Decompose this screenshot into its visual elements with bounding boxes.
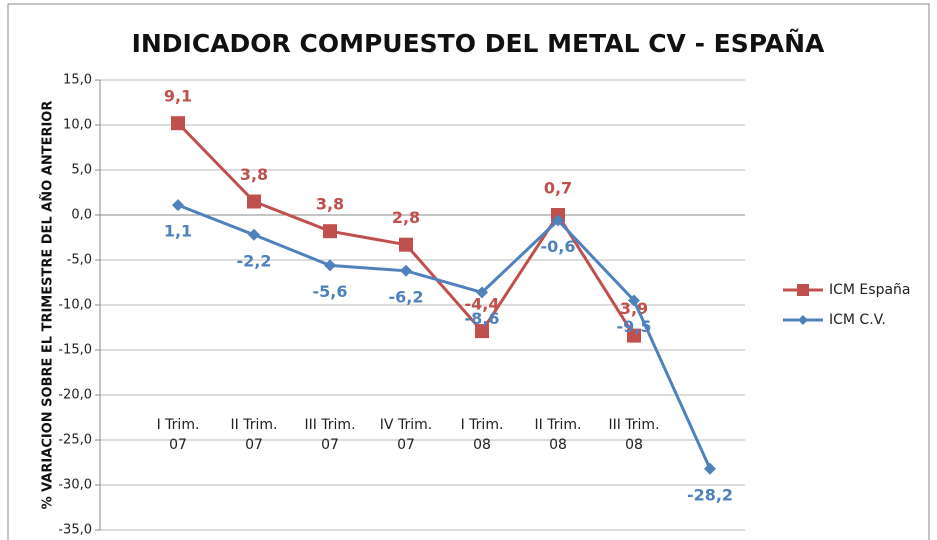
- chart-border: [7, 3, 930, 540]
- data-label: -6,2: [389, 287, 424, 306]
- marker: [476, 286, 488, 299]
- x-tick-label: II Trim.: [535, 417, 582, 433]
- marker: [475, 324, 489, 339]
- marker: [400, 264, 412, 277]
- y-tick-label: 0,0: [71, 208, 92, 223]
- data-label: 0,7: [544, 179, 572, 198]
- x-tick-label: III Trim.: [608, 417, 659, 433]
- x-tick-label: 07: [245, 437, 263, 453]
- x-tick-label: II Trim.: [231, 417, 278, 433]
- x-tick-label: I Trim.: [157, 417, 200, 433]
- legend-marker: [798, 315, 808, 325]
- marker: [324, 259, 336, 272]
- legend-marker: [797, 284, 809, 296]
- marker: [171, 116, 185, 131]
- data-label: 3,8: [240, 165, 268, 184]
- x-tick-label: III Trim.: [304, 417, 355, 433]
- chart-title: INDICADOR COMPUESTO DEL METAL CV - ESPAÑ…: [132, 29, 825, 58]
- marker: [552, 214, 564, 227]
- data-label: 2,8: [392, 208, 420, 227]
- legend-label: ICM C.V.: [829, 312, 886, 328]
- x-tick-label: I Trim.: [461, 417, 504, 433]
- y-tick-label: 5,0: [71, 163, 92, 178]
- y-tick-label: -5,0: [67, 253, 92, 268]
- data-label: -4,4: [465, 295, 500, 314]
- x-tick-label: 07: [397, 437, 415, 453]
- data-label: -9,5: [617, 317, 652, 336]
- marker: [628, 294, 640, 307]
- y-tick-label: 15,0: [63, 73, 92, 88]
- x-tick-label: 08: [473, 437, 491, 453]
- x-tick-label: 07: [169, 437, 187, 453]
- data-label: -0,6: [541, 237, 576, 256]
- y-axis-label: % VARIACION SOBRE EL TRIMESTRE DEL AÑO A…: [40, 101, 56, 510]
- data-label: -2,2: [237, 251, 272, 270]
- series-line: [177, 203, 712, 470]
- data-label: 1,1: [164, 222, 192, 241]
- y-tick-label: -25,0: [58, 433, 92, 448]
- data-label: -8,6: [465, 309, 500, 328]
- marker: [399, 237, 413, 252]
- x-tick-label: 08: [549, 437, 567, 453]
- marker: [172, 199, 184, 212]
- y-tick-label: 10,0: [63, 118, 92, 133]
- y-tick-label: -10,0: [58, 298, 92, 313]
- y-tick-label: -15,0: [58, 343, 92, 358]
- data-label: -28,2: [687, 485, 733, 504]
- x-tick-label: IV Trim.: [380, 417, 432, 433]
- x-tick-label: 07: [321, 437, 339, 453]
- y-tick-label: -35,0: [58, 523, 92, 538]
- marker: [323, 224, 337, 239]
- data-label: 9,1: [164, 87, 192, 106]
- marker: [248, 228, 260, 241]
- y-tick-label: -30,0: [58, 478, 92, 493]
- data-label: 3,8: [316, 195, 344, 214]
- data-label: -5,6: [313, 282, 348, 301]
- x-tick-label: 08: [625, 437, 643, 453]
- marker: [627, 328, 641, 343]
- marker: [704, 462, 716, 475]
- y-tick-label: -20,0: [58, 388, 92, 403]
- marker: [247, 194, 261, 209]
- legend-label: ICM España: [829, 282, 911, 298]
